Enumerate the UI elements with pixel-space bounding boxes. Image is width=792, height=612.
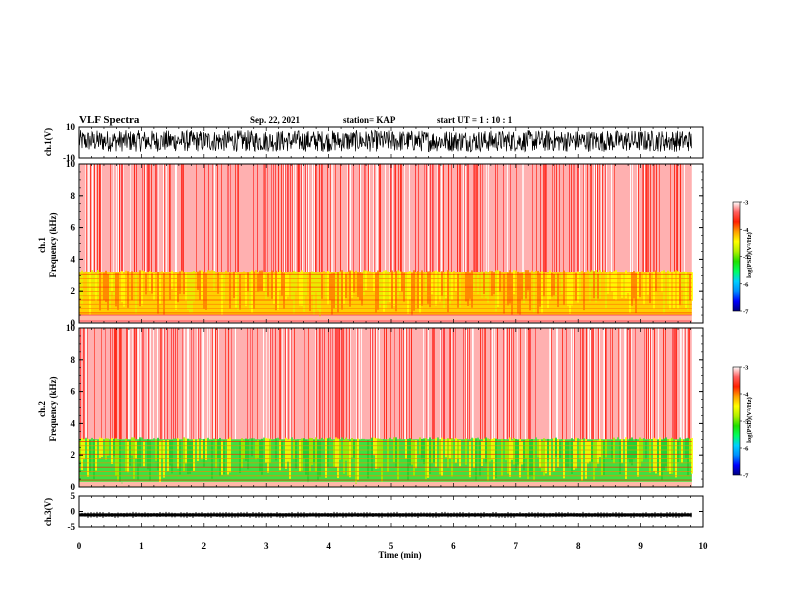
date-label: Sep. 22, 2021 [250,115,301,125]
station-label: station= KAP [343,115,396,125]
ch3-waveform-ylabel: ch.3(V) [43,498,53,526]
colorbar-tick-label: -4 [743,392,749,399]
colorbar-tick-label: -6 [743,281,749,288]
x-tick-label: 0 [77,541,82,551]
x-tick-label: 6 [451,541,456,551]
colorbar-tick-label: -5 [743,254,749,261]
spectrogram-image [79,164,693,323]
ch1-spectrogram-ylabel-frequency: Frequency (kHz) [48,212,58,277]
colorbar-tick-label: -3 [743,365,749,372]
y-tick-label: -5 [68,522,76,532]
y-tick-label: 10 [66,122,76,132]
y-tick-label: 8 [71,355,76,365]
ch2-spectrogram-ylabel-channel: ch.2 [37,401,47,417]
y-tick-label: 0 [71,482,76,492]
y-tick-label: 10 [66,159,76,169]
y-tick-label: 2 [71,450,76,460]
ch1-spectrogram-ylabel-channel: ch.1 [37,237,47,253]
waveform-trace [78,511,692,518]
colorbars: -3 -4 -5 -6 -7 -3 -4 -5 -6 -7 [732,200,749,480]
y-tick-label: 0 [71,318,76,328]
colorbar2-label: log(PSD)(V²/Hz) [746,397,753,443]
spectrogram-image [79,328,693,487]
y-tick-label: 10 [66,323,76,333]
time-axis: 0 1 2 3 4 5 6 7 8 9 10 [77,541,708,551]
y-tick-label: 6 [71,387,76,397]
ch2-spectrogram-ylabel-frequency: Frequency (kHz) [48,376,58,441]
y-tick-label: 5 [71,491,76,501]
colorbar-tick-label: -5 [743,419,749,426]
x-tick-label: 1 [139,541,144,551]
ch1-waveform-panel: 10 -10 [63,122,704,163]
x-tick-label: 8 [576,541,581,551]
x-tick-label: 7 [514,541,519,551]
figure-title: VLF Spectra [79,114,140,126]
waveform-trace [78,129,692,153]
colorbar1-label: log(PSD)(V²/Hz) [746,232,753,278]
colorbar-tick-label: -3 [743,200,749,207]
y-tick-label: 4 [71,418,76,428]
x-tick-label: 3 [264,541,269,551]
x-tick-label: 2 [202,541,207,551]
x-tick-label: 5 [389,541,394,551]
x-tick-label: 4 [326,541,331,551]
colorbar-tick-label: -6 [743,446,749,453]
y-tick-label: 0 [71,507,76,517]
y-tick-label: -10 [63,153,75,163]
ch3-waveform-panel: 5 0 -5 [68,491,704,532]
colorbar [732,366,741,476]
start-time-label: start UT = 1 : 10 : 1 [437,115,513,125]
y-tick-label: 8 [71,191,76,201]
x-tick-label: 9 [638,541,643,551]
ch1-spectrogram-panel: 0 2 4 6 8 10 [66,159,704,328]
colorbar-tick-label: -4 [743,227,749,234]
colorbar-tick-label: -7 [743,309,749,316]
x-tick-label: 10 [699,541,709,551]
y-tick-label: 4 [71,254,76,264]
y-tick-label: 6 [71,223,76,233]
colorbar [732,201,741,312]
y-tick-label: 2 [71,286,76,296]
colorbar-tick-label: -7 [743,473,749,480]
ch1-waveform-ylabel: ch.1(V) [43,128,53,156]
ch2-spectrogram-panel: 0 2 4 6 8 10 [66,323,704,492]
x-axis-label: Time (min) [378,550,421,560]
